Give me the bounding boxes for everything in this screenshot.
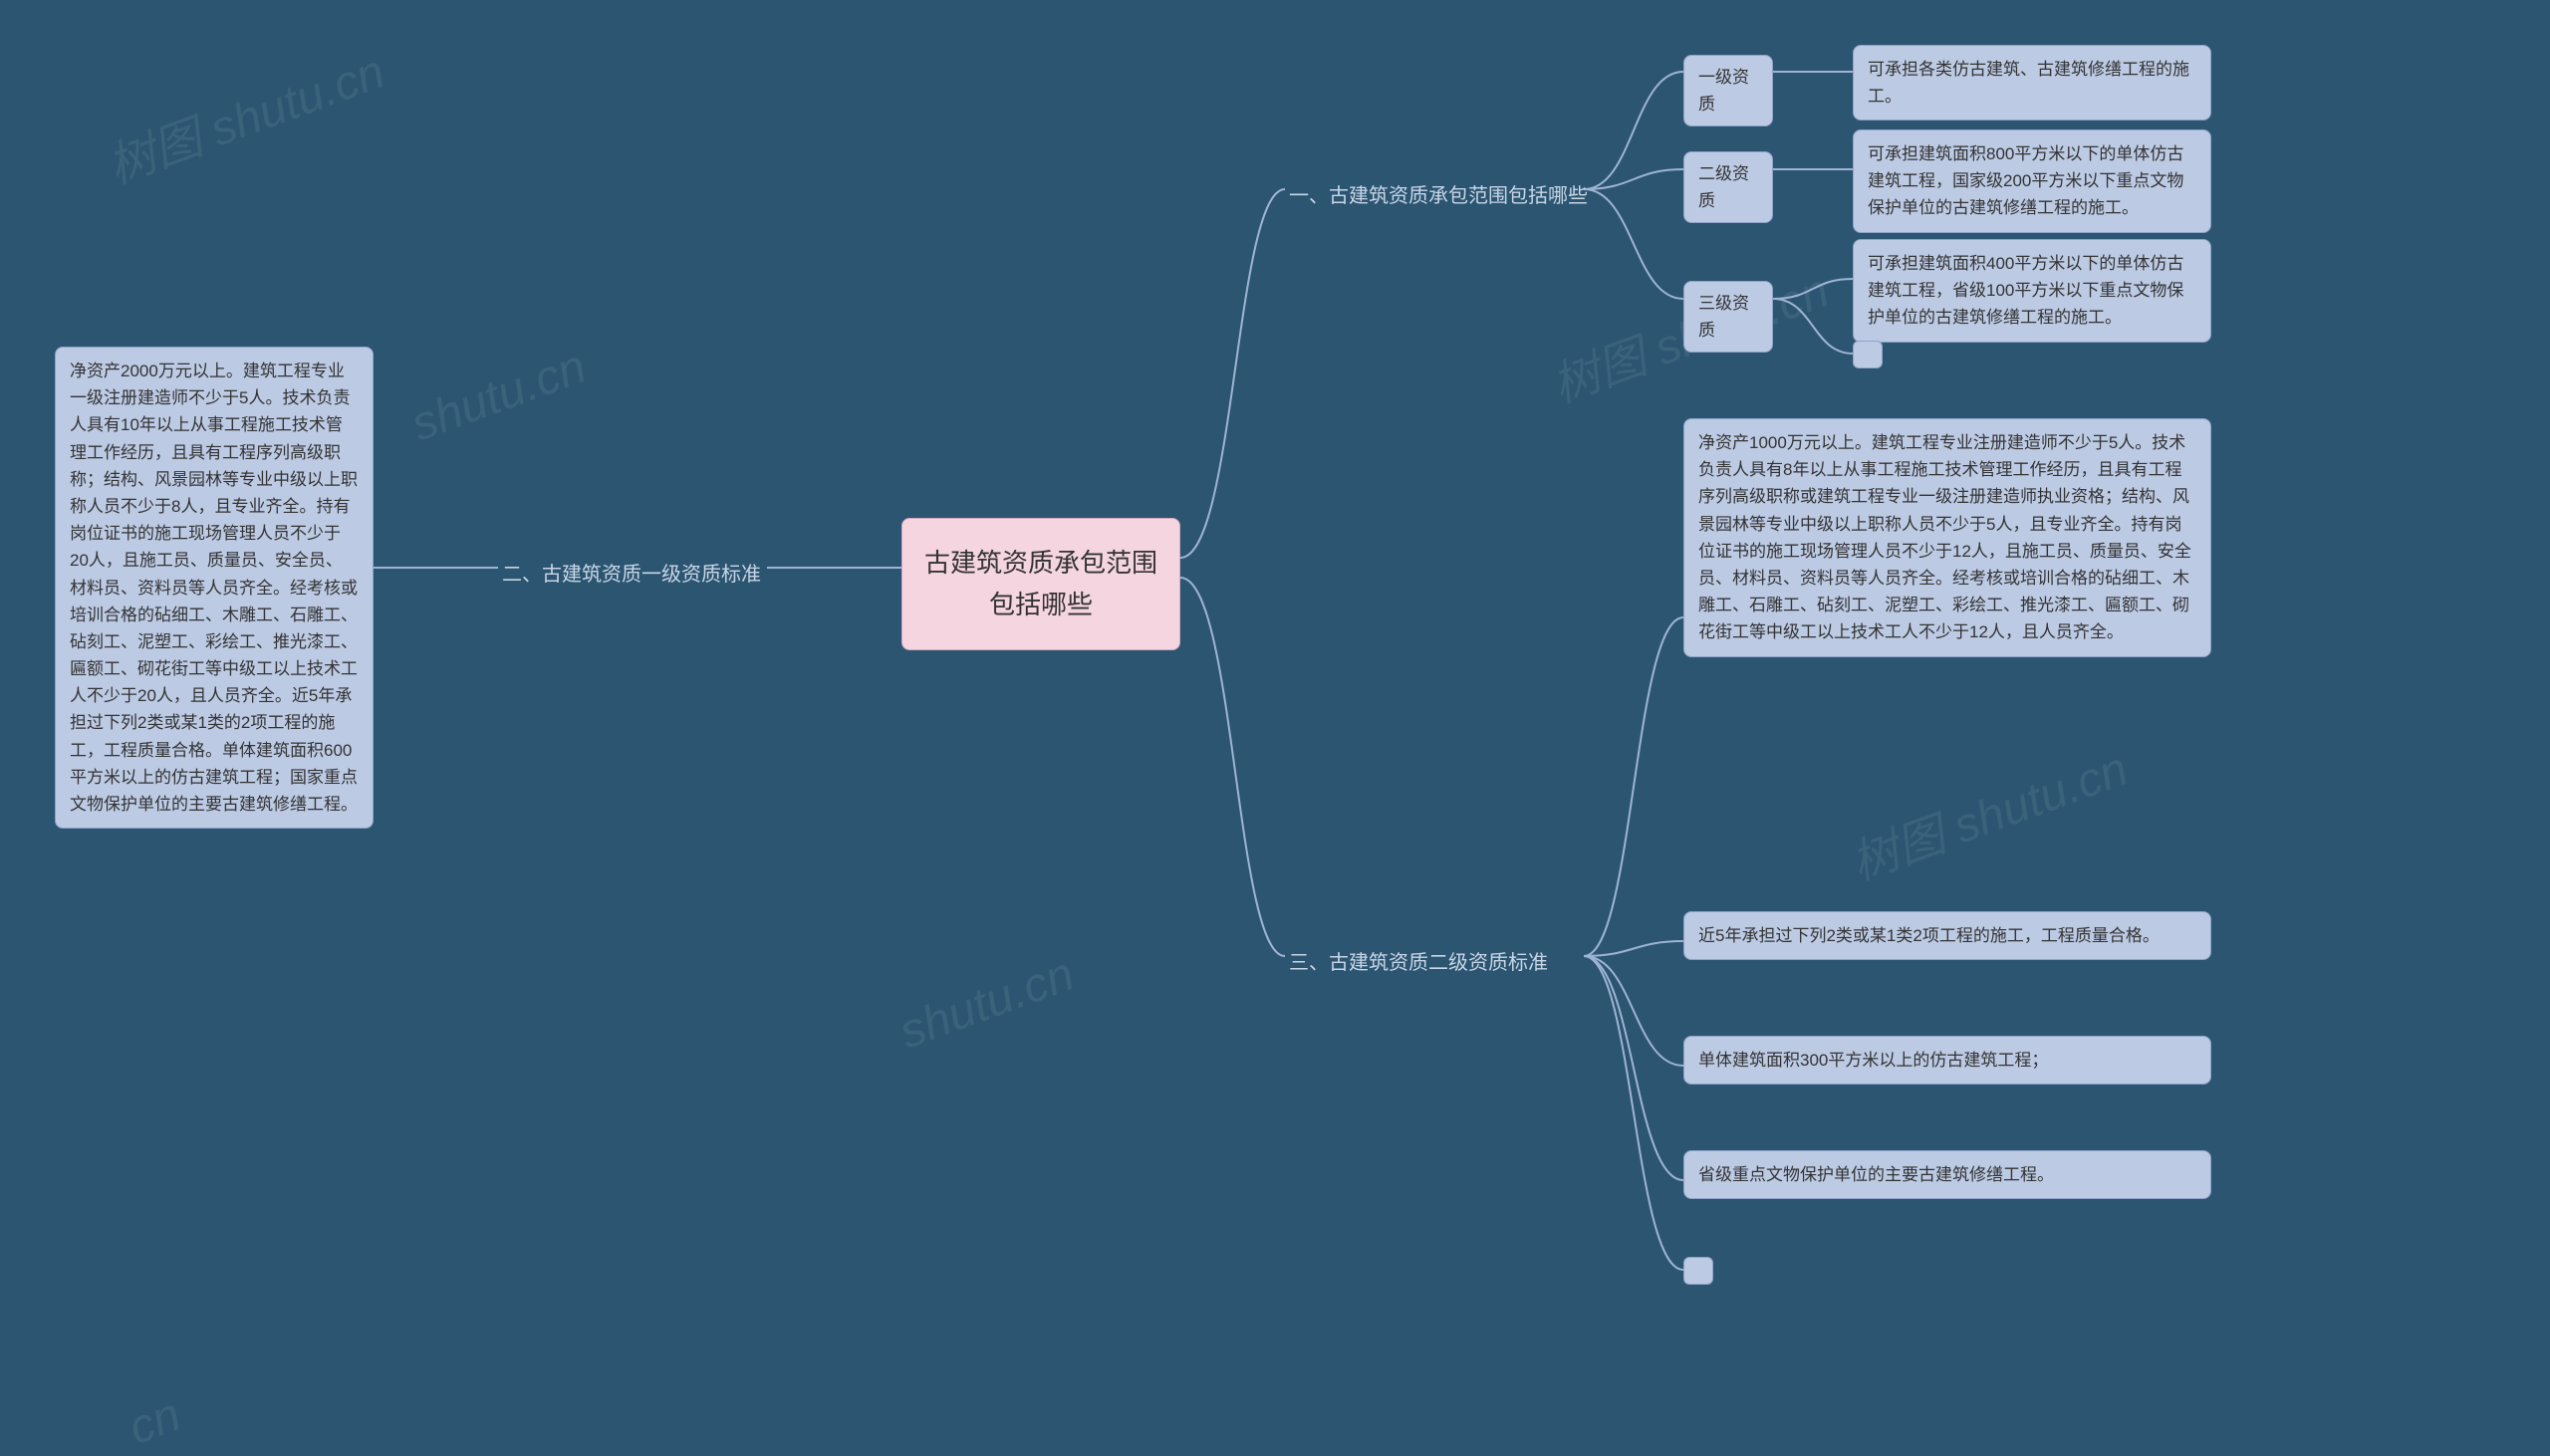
branch-left-label: 二、古建筑资质一级资质标准 (502, 564, 761, 586)
leaf-b3-2-text: 单体建筑面积300平方米以上的仿古建筑工程； (1698, 1051, 2048, 1070)
root-text: 古建筑资质承包范围包括哪些 (924, 548, 1157, 619)
sub-level3[interactable]: 三级资质 (1683, 281, 1773, 353)
watermark: 树图 shutu.cn (97, 32, 392, 196)
root-node[interactable]: 古建筑资质承包范围包括哪些 (901, 518, 1180, 650)
leaf-b3-3[interactable]: 省级重点文物保护单位的主要古建筑修缮工程。 (1683, 1150, 2211, 1199)
watermark: shutu.cn (892, 947, 1081, 1061)
branch-left[interactable]: 二、古建筑资质一级资质标准 (498, 553, 787, 597)
watermark: shutu.cn (404, 340, 593, 453)
empty-node-1[interactable] (1853, 341, 1883, 368)
leaf-level2[interactable]: 可承担建筑面积800平方米以下的单体仿古建筑工程，国家级200平方米以下重点文物… (1853, 129, 2211, 233)
watermark: cn (122, 1387, 187, 1456)
leaf-b3-0[interactable]: 净资产1000万元以上。建筑工程专业注册建造师不少于5人。技术负责人具有8年以上… (1683, 418, 2211, 657)
leaf-b3-1-text: 近5年承担过下列2类或某1类2项工程的施工，工程质量合格。 (1698, 926, 2160, 945)
sub-level3-label: 三级资质 (1698, 294, 1749, 340)
leaf-b3-0-text: 净资产1000万元以上。建筑工程专业注册建造师不少于5人。技术负责人具有8年以上… (1698, 433, 2191, 641)
empty-node-2[interactable] (1683, 1257, 1713, 1285)
leaf-level3-text: 可承担建筑面积400平方米以下的单体仿古建筑工程，省级100平方米以下重点文物保… (1868, 254, 2183, 327)
watermark: 树图 shutu.cn (1840, 729, 2136, 893)
sub-level1-label: 一级资质 (1698, 68, 1749, 114)
leaf-b3-1[interactable]: 近5年承担过下列2类或某1类2项工程的施工，工程质量合格。 (1683, 911, 2211, 960)
branch-right-1-label: 一、古建筑资质承包范围包括哪些 (1289, 185, 1588, 207)
leaf-level1-text: 可承担各类仿古建筑、古建筑修缮工程的施工。 (1868, 60, 2189, 106)
leaf-b3-3-text: 省级重点文物保护单位的主要古建筑修缮工程。 (1698, 1165, 2054, 1184)
branch-right-3[interactable]: 三、古建筑资质二级资质标准 (1285, 941, 1584, 985)
leaf-level3[interactable]: 可承担建筑面积400平方米以下的单体仿古建筑工程，省级100平方米以下重点文物保… (1853, 239, 2211, 343)
sub-level2[interactable]: 二级资质 (1683, 151, 1773, 223)
sub-level1[interactable]: 一级资质 (1683, 55, 1773, 126)
branch-right-1[interactable]: 一、古建筑资质承包范围包括哪些 (1285, 174, 1604, 218)
sub-level2-label: 二级资质 (1698, 164, 1749, 210)
leaf-level2-text: 可承担建筑面积800平方米以下的单体仿古建筑工程，国家级200平方米以下重点文物… (1868, 144, 2183, 217)
leaf-b3-2[interactable]: 单体建筑面积300平方米以上的仿古建筑工程； (1683, 1036, 2211, 1085)
branch-right-3-label: 三、古建筑资质二级资质标准 (1289, 952, 1548, 974)
leaf-level1[interactable]: 可承担各类仿古建筑、古建筑修缮工程的施工。 (1853, 45, 2211, 121)
leaf-left[interactable]: 净资产2000万元以上。建筑工程专业一级注册建造师不少于5人。技术负责人具有10… (55, 347, 374, 829)
leaf-left-text: 净资产2000万元以上。建筑工程专业一级注册建造师不少于5人。技术负责人具有10… (70, 362, 358, 814)
